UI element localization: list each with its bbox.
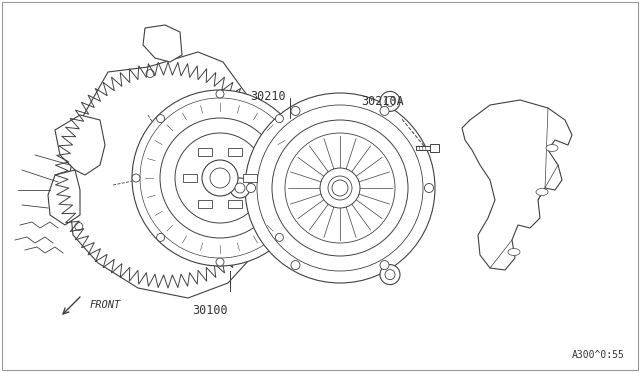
Circle shape (216, 258, 224, 266)
Circle shape (75, 222, 83, 231)
Circle shape (328, 176, 352, 200)
Circle shape (320, 168, 360, 208)
Circle shape (385, 270, 395, 280)
Bar (416, 146, 432, 150)
Circle shape (291, 106, 300, 115)
Circle shape (380, 106, 389, 115)
FancyBboxPatch shape (243, 174, 257, 182)
Circle shape (380, 260, 389, 270)
Text: A300^0:55: A300^0:55 (572, 350, 625, 360)
FancyBboxPatch shape (183, 174, 197, 182)
Circle shape (380, 264, 400, 285)
Circle shape (216, 90, 224, 98)
Circle shape (246, 183, 255, 192)
Circle shape (157, 115, 164, 123)
Circle shape (300, 174, 308, 182)
Circle shape (291, 260, 300, 270)
Circle shape (424, 183, 433, 192)
Circle shape (380, 92, 400, 111)
Circle shape (132, 90, 308, 266)
Circle shape (157, 233, 164, 241)
Text: 30210: 30210 (250, 90, 285, 103)
Circle shape (175, 133, 265, 223)
Circle shape (230, 178, 250, 198)
FancyBboxPatch shape (198, 200, 212, 208)
Circle shape (272, 120, 408, 256)
Circle shape (245, 93, 435, 283)
Polygon shape (462, 100, 572, 270)
Circle shape (132, 174, 140, 182)
Circle shape (332, 180, 348, 196)
FancyBboxPatch shape (198, 148, 212, 156)
Polygon shape (48, 170, 80, 225)
FancyBboxPatch shape (228, 200, 242, 208)
Bar (430, 144, 439, 152)
Circle shape (385, 96, 395, 106)
Circle shape (202, 160, 238, 196)
Circle shape (275, 233, 284, 241)
FancyBboxPatch shape (228, 148, 242, 156)
Circle shape (235, 183, 245, 193)
Ellipse shape (546, 144, 558, 151)
Circle shape (160, 118, 280, 238)
Circle shape (210, 168, 230, 188)
Circle shape (146, 70, 154, 78)
Circle shape (253, 222, 261, 231)
Text: FRONT: FRONT (90, 300, 121, 310)
Polygon shape (68, 52, 291, 298)
Ellipse shape (536, 189, 548, 196)
Circle shape (285, 133, 395, 243)
Circle shape (275, 115, 284, 123)
Polygon shape (143, 25, 182, 62)
Text: 30100: 30100 (192, 304, 228, 317)
Text: 30210A: 30210A (361, 95, 404, 108)
Ellipse shape (508, 248, 520, 256)
Polygon shape (55, 115, 105, 175)
